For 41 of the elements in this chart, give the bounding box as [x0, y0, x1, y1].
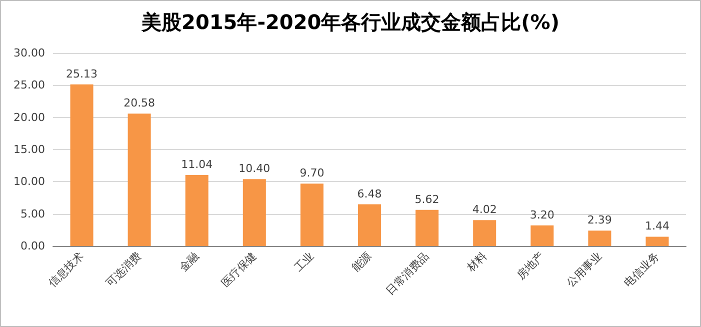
bar	[473, 220, 496, 246]
y-tick-label: 10.00	[14, 175, 45, 188]
x-tick-label: 可选消费	[104, 249, 144, 290]
data-label: 10.40	[238, 162, 270, 176]
y-tick-label: 15.00	[14, 143, 45, 156]
x-tick-label: 信息技术	[46, 249, 86, 290]
x-tick-label: 医疗保健	[218, 249, 260, 290]
x-tick-label: 能源	[349, 249, 374, 274]
y-tick-label: 30.00	[14, 46, 45, 60]
bar	[242, 179, 266, 246]
y-tick-label: 5.00	[20, 207, 45, 220]
y-tick-label: 20.00	[14, 110, 45, 124]
data-label: 9.70	[300, 166, 324, 180]
data-label: 6.48	[357, 187, 382, 200]
data-label: 4.02	[472, 203, 497, 216]
bar	[416, 210, 439, 246]
bar	[300, 184, 324, 246]
bar	[70, 84, 94, 246]
x-tick-label: 房地产	[514, 249, 547, 282]
bar	[185, 174, 208, 246]
bar	[358, 204, 382, 246]
x-tick-label: 电信业务	[622, 249, 662, 290]
x-tick-label: 日常消费品	[384, 249, 432, 298]
x-tick-label: 材料	[464, 249, 490, 275]
x-tick-label: 工业	[292, 249, 317, 274]
data-label: 1.44	[644, 220, 670, 233]
y-tick-label: 25.00	[14, 78, 45, 92]
data-label: 2.39	[587, 214, 612, 227]
bar	[530, 225, 554, 246]
bar	[588, 230, 612, 246]
chart-title: 美股2015年-2020年各行业成交金额占比(%)	[140, 10, 560, 34]
x-tick-label: 金融	[176, 249, 202, 274]
data-label: 3.20	[530, 208, 554, 222]
bar	[128, 114, 151, 246]
data-label: 5.62	[414, 192, 440, 206]
y-tick-label: 0.00	[20, 240, 45, 252]
data-label: 25.13	[66, 67, 98, 80]
bar	[646, 236, 669, 246]
data-label: 20.58	[124, 96, 156, 110]
x-tick-label: 公用事业	[564, 249, 604, 290]
data-label: 11.04	[181, 158, 213, 171]
